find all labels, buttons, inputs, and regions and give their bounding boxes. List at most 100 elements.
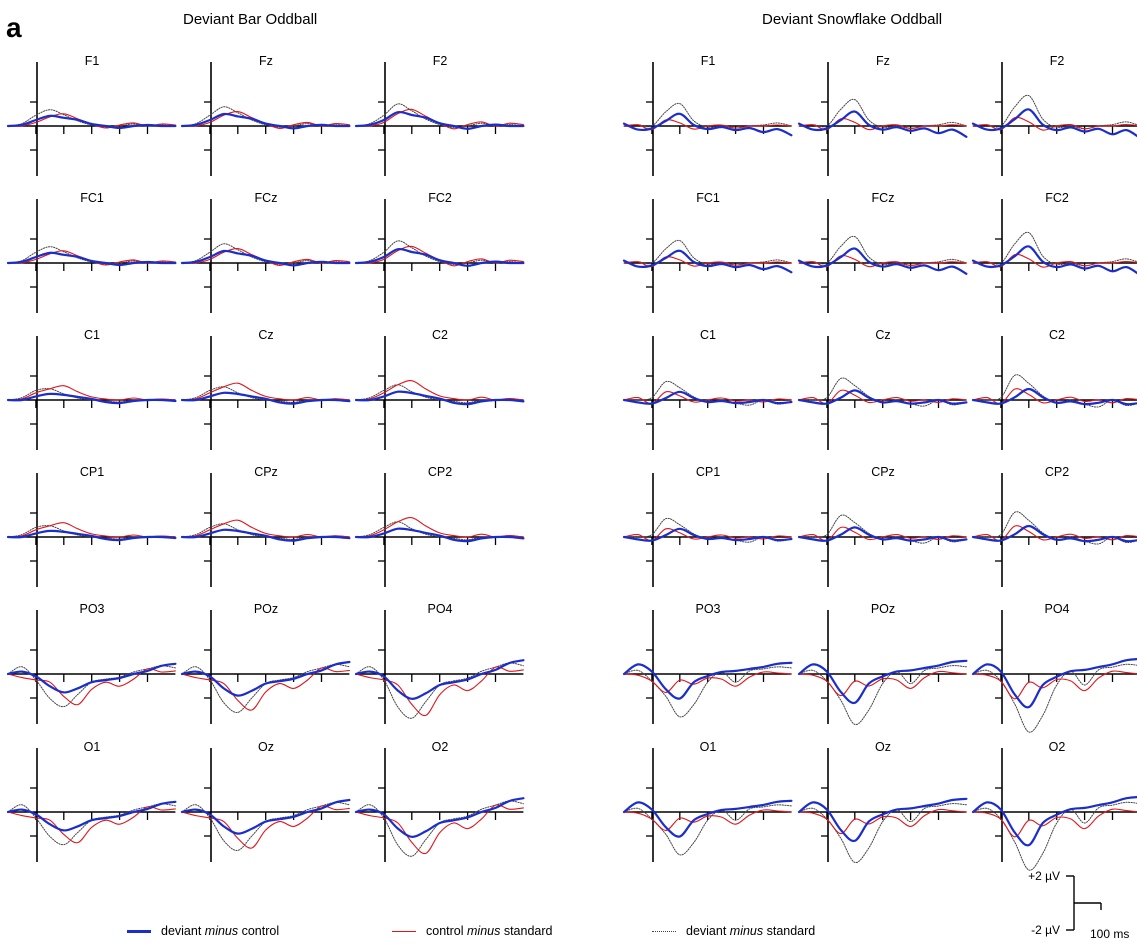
electrode-label: CPz — [871, 465, 895, 479]
series-line-deviant-minus-standard — [181, 801, 350, 851]
series-line-deviant-minus-control — [354, 797, 525, 838]
electrode-label: F2 — [433, 54, 448, 68]
series-line-deviant-minus-standard — [181, 663, 350, 713]
electrode-label: CP2 — [428, 465, 452, 479]
legend-swatch — [127, 929, 151, 933]
legend-item-control-minus-standard: control minus standard — [392, 922, 552, 940]
electrode-label: O1 — [84, 740, 101, 754]
series-line-deviant-minus-control — [797, 110, 968, 138]
legend-item-deviant-minus-standard: deviant minus standard — [652, 922, 815, 940]
series-line-deviant-minus-standard — [972, 94, 1137, 130]
series-line-deviant-minus-control — [797, 247, 968, 275]
scale-bar-time-label: 100 ms — [1090, 927, 1129, 941]
series-line-deviant-minus-control — [797, 526, 968, 542]
series-line-deviant-minus-control — [622, 112, 793, 137]
scale-bar-top-label: +2 µV — [1028, 869, 1060, 883]
electrode-label: POz — [254, 602, 278, 616]
electrode-label: PO3 — [695, 602, 720, 616]
series-line-deviant-minus-control — [6, 251, 177, 267]
legend-swatch — [392, 930, 416, 932]
series-line-control-minus-standard — [7, 806, 176, 844]
series-line-control-minus-standard — [7, 668, 176, 706]
series-line-deviant-minus-standard — [798, 235, 967, 266]
series-line-deviant-minus-standard — [623, 102, 792, 129]
legend-item-deviant-minus-control: deviant minus control — [127, 922, 279, 940]
series-line-deviant-minus-control — [6, 114, 177, 130]
series-line-deviant-minus-control — [354, 247, 525, 267]
electrode-label: PO4 — [427, 602, 452, 616]
electrode-label: O2 — [1049, 740, 1066, 754]
series-line-deviant-minus-control — [622, 661, 793, 700]
series-line-control-minus-standard — [623, 809, 792, 831]
series-line-deviant-minus-control — [971, 795, 1137, 847]
series-line-deviant-minus-control — [354, 110, 525, 130]
electrode-label: Cz — [258, 328, 273, 342]
series-line-deviant-minus-control — [797, 797, 968, 843]
series-line-deviant-minus-control — [180, 660, 351, 697]
legend-label: control minus standard — [426, 924, 553, 938]
series-line-control-minus-standard — [355, 804, 524, 855]
electrode-label: C2 — [432, 328, 448, 342]
electrode-label: PO4 — [1044, 602, 1069, 616]
series-line-deviant-minus-control — [180, 249, 351, 267]
series-line-deviant-minus-control — [971, 387, 1137, 406]
series-line-control-minus-standard — [623, 671, 792, 693]
electrode-label: C2 — [1049, 328, 1065, 342]
series-line-control-minus-standard — [355, 666, 524, 717]
series-line-deviant-minus-control — [622, 249, 793, 274]
series-line-control-minus-standard — [798, 808, 967, 835]
series-line-deviant-minus-control — [354, 659, 525, 700]
series-line-deviant-minus-control — [622, 799, 793, 838]
series-line-deviant-minus-control — [354, 527, 525, 543]
block-title-bar-oddball: Deviant Bar Oddball — [183, 11, 318, 28]
series-line-deviant-minus-control — [797, 389, 968, 405]
series-line-deviant-minus-control — [971, 108, 1137, 138]
series-line-deviant-minus-control — [6, 529, 177, 542]
panel-letter: a — [6, 12, 22, 43]
series-line-control-minus-standard — [181, 805, 350, 849]
electrode-label: CP1 — [80, 465, 104, 479]
electrode-label: Oz — [875, 740, 891, 754]
electrode-label: FC2 — [428, 191, 452, 205]
electrode-label: F1 — [85, 54, 100, 68]
series-line-deviant-minus-control — [622, 390, 793, 405]
series-line-deviant-minus-control — [797, 659, 968, 705]
electrode-label: F2 — [1050, 54, 1065, 68]
series-line-control-minus-standard — [972, 116, 1137, 131]
series-line-control-minus-standard — [181, 667, 350, 711]
electrode-label: Oz — [258, 740, 274, 754]
electrode-label: FCz — [872, 191, 895, 205]
series-line-deviant-minus-control — [180, 112, 351, 130]
electrode-label: FCz — [255, 191, 278, 205]
series-line-deviant-minus-control — [6, 662, 177, 694]
series-line-deviant-minus-control — [180, 391, 351, 405]
legend-label: deviant minus standard — [686, 924, 816, 938]
series-line-deviant-minus-standard — [623, 239, 792, 266]
electrode-label: C1 — [700, 328, 716, 342]
electrode-label: Fz — [259, 54, 273, 68]
series-line-deviant-minus-standard — [798, 98, 967, 129]
series-line-control-minus-standard — [623, 119, 792, 131]
series-line-control-minus-standard — [798, 117, 967, 131]
series-line-control-minus-standard — [972, 808, 1137, 838]
series-line-control-minus-standard — [798, 254, 967, 268]
series-line-deviant-minus-control — [6, 392, 177, 405]
electrode-label: Cz — [875, 328, 890, 342]
electrode-label: CPz — [254, 465, 278, 479]
electrode-label: PO3 — [79, 602, 104, 616]
electrode-label: O1 — [700, 740, 717, 754]
series-line-deviant-minus-control — [180, 798, 351, 835]
electrode-label: FC1 — [696, 191, 720, 205]
electrode-label: C1 — [84, 328, 100, 342]
electrode-label: O2 — [432, 740, 449, 754]
electrode-label: POz — [871, 602, 895, 616]
legend-swatch — [652, 930, 676, 932]
series-line-deviant-minus-control — [622, 527, 793, 542]
series-line-deviant-minus-control — [971, 245, 1137, 275]
electrode-label: FC2 — [1045, 191, 1069, 205]
series-line-deviant-minus-standard — [972, 231, 1137, 267]
series-line-deviant-minus-control — [180, 528, 351, 542]
series-line-deviant-minus-control — [971, 524, 1137, 543]
block-title-snowflake-oddball: Deviant Snowflake Oddball — [762, 11, 943, 28]
